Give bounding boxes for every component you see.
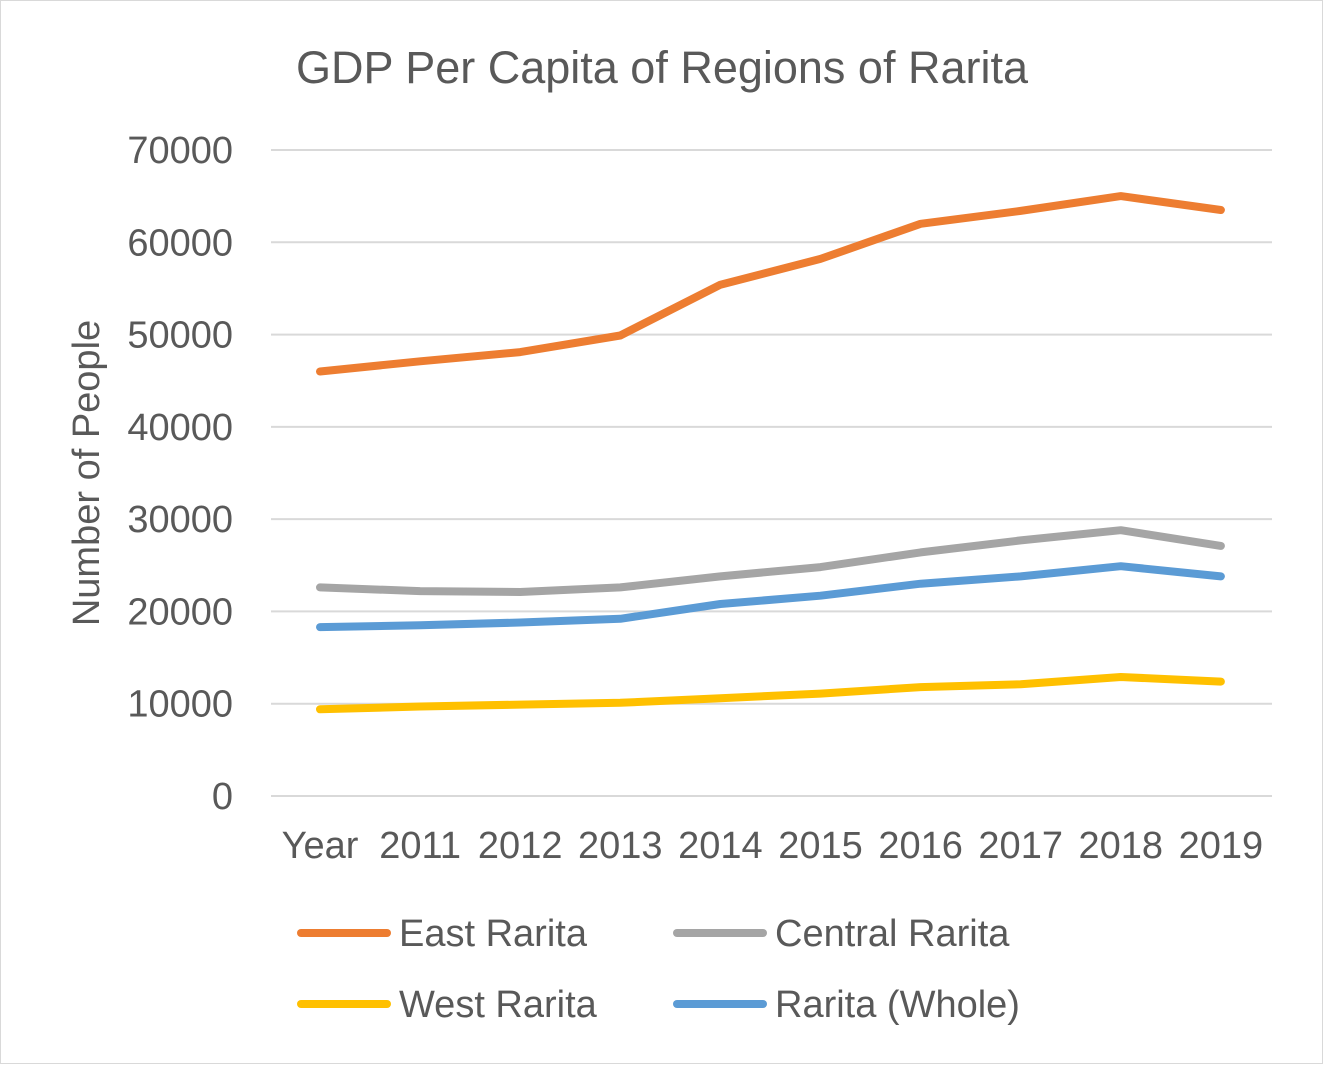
y-axis-ticks: 0 10000 20000 30000 40000 50000 60000 70000 xyxy=(127,130,233,818)
legend: East Rarita Central Rarita West Rarita Rari… xyxy=(297,913,1020,1026)
y-axis-title: Number of People xyxy=(66,320,108,626)
x-tick-label: 2015 xyxy=(778,825,863,867)
x-tick-label: Year xyxy=(282,825,359,867)
legend-label-east-rarita: East Rarita xyxy=(399,913,588,955)
y-tick-label: 20000 xyxy=(127,591,233,633)
x-tick-label: 2017 xyxy=(978,825,1063,867)
legend-label-west-rarita: West Rarita xyxy=(399,984,598,1026)
x-tick-label: 2013 xyxy=(578,825,663,867)
y-tick-label: 70000 xyxy=(127,130,233,172)
series-lines xyxy=(316,192,1225,714)
y-tick-label: 10000 xyxy=(127,684,233,726)
x-axis-ticks: Year 2011 2012 2013 2014 2015 2016 2017 2018 2019 xyxy=(282,825,1264,867)
x-tick-label: 2018 xyxy=(1079,825,1164,867)
legend-label-rarita-whole: Rarita (Whole) xyxy=(775,984,1020,1026)
series-line-rarita-whole xyxy=(316,562,1225,632)
chart-title: GDP Per Capita of Regions of Rarita xyxy=(296,42,1029,93)
y-tick-label: 60000 xyxy=(127,222,233,264)
y-tick-label: 40000 xyxy=(127,407,233,449)
y-tick-label: 30000 xyxy=(127,499,233,541)
y-tick-label: 50000 xyxy=(127,315,233,357)
series-line-central-rarita xyxy=(316,526,1225,596)
series-line-west-rarita xyxy=(316,673,1225,714)
y-tick-label: 0 xyxy=(212,776,233,818)
x-tick-label: 2012 xyxy=(478,825,563,867)
x-tick-label: 2016 xyxy=(878,825,963,867)
x-tick-label: 2011 xyxy=(379,825,461,867)
x-tick-label: 2014 xyxy=(678,825,763,867)
series-line-east-rarita xyxy=(316,192,1225,376)
x-tick-label: 2019 xyxy=(1179,825,1264,867)
legend-label-central-rarita: Central Rarita xyxy=(775,913,1010,955)
